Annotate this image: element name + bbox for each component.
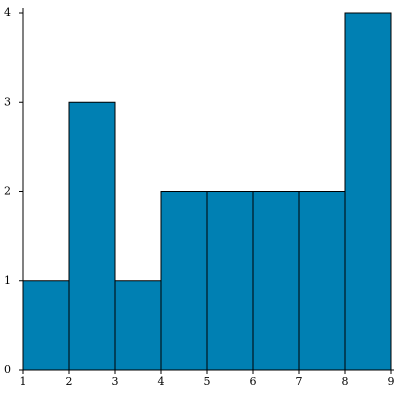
x-tick-label: 9 xyxy=(388,375,395,388)
x-tick-label: 1 xyxy=(20,375,27,388)
x-tick-label: 4 xyxy=(158,375,165,388)
x-tick-label: 5 xyxy=(204,375,211,388)
y-tick-label: 2 xyxy=(4,185,11,198)
bar xyxy=(206,191,254,371)
bar xyxy=(160,191,208,371)
y-tick-label: 3 xyxy=(4,95,11,108)
y-tick-label: 0 xyxy=(4,363,11,376)
y-tick-label: 4 xyxy=(4,6,11,19)
bar xyxy=(114,280,162,371)
y-tick-label: 1 xyxy=(4,274,11,287)
bar xyxy=(298,191,346,371)
bar xyxy=(252,191,300,371)
bar xyxy=(344,12,392,371)
x-tick-label: 7 xyxy=(296,375,303,388)
x-tick-label: 8 xyxy=(342,375,349,388)
x-tick-label: 2 xyxy=(66,375,73,388)
bar xyxy=(22,280,70,371)
bar xyxy=(68,101,116,371)
x-tick-label: 3 xyxy=(112,375,119,388)
x-tick-label: 6 xyxy=(250,375,257,388)
